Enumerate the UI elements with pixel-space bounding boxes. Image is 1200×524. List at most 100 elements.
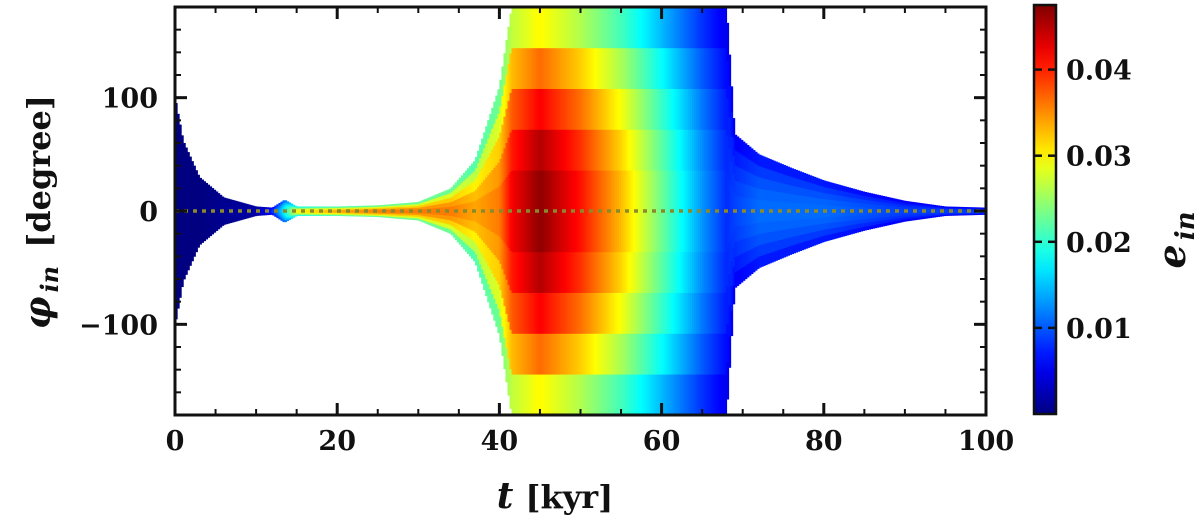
data-band-segment	[292, 204, 296, 207]
data-band-segment	[685, 333, 689, 375]
colorbar: 0.010.020.030.04	[1032, 3, 1132, 416]
data-band-segment	[290, 205, 294, 207]
data-band-segment	[554, 333, 557, 375]
data-band-segment	[805, 196, 809, 204]
data-band-segment	[923, 207, 926, 210]
data-band-segment	[894, 203, 898, 207]
data-band-segment	[243, 217, 247, 220]
data-band-segment	[527, 7, 531, 49]
data-band-segment	[734, 271, 738, 288]
data-band-segment	[659, 88, 663, 130]
data-band-segment	[584, 88, 588, 130]
data-band-segment	[418, 216, 421, 219]
data-band-segment	[349, 213, 352, 216]
data-band-segment	[714, 333, 717, 375]
data-band-segment	[612, 47, 616, 89]
data-band-segment	[227, 213, 231, 217]
data-band-segment	[560, 88, 563, 130]
data-band-segment	[304, 211, 308, 214]
data-band-segment	[769, 252, 772, 264]
data-band-segment	[183, 211, 186, 225]
data-band-segment	[286, 201, 290, 204]
data-band-segment	[961, 211, 965, 213]
data-band-segment	[596, 7, 600, 49]
data-band-segment	[544, 47, 547, 89]
data-band-segment	[604, 47, 608, 89]
data-band-segment	[698, 88, 701, 130]
data-band-segment	[312, 208, 316, 210]
data-band-segment	[359, 214, 363, 216]
data-band-segment	[777, 211, 780, 222]
data-band-segment	[862, 207, 865, 212]
data-band-segment	[245, 205, 249, 208]
data-band-segment	[185, 223, 188, 237]
data-band-segment	[250, 214, 253, 217]
data-band-segment	[373, 215, 377, 217]
data-band-segment	[586, 374, 590, 415]
data-band-segment	[489, 191, 492, 212]
data-band-segment	[840, 205, 843, 212]
data-band-segment	[801, 179, 805, 189]
data-band-segment	[850, 197, 853, 203]
data-band-segment	[452, 184, 456, 191]
data-band-segment	[272, 212, 275, 214]
data-band-segment	[837, 189, 841, 196]
data-band-segment	[888, 216, 892, 220]
data-band-segment	[700, 170, 703, 212]
data-band-segment	[856, 215, 859, 220]
data-band-segment	[748, 262, 752, 276]
data-band-segment	[393, 215, 397, 218]
data-band-segment	[444, 198, 448, 204]
data-band-segment	[874, 197, 878, 202]
data-band-segment	[902, 215, 906, 218]
data-band-segment	[769, 231, 772, 243]
data-band-segment	[489, 211, 492, 231]
data-band-segment	[679, 333, 683, 375]
data-band-segment	[231, 199, 235, 203]
data-band-segment	[466, 236, 470, 246]
data-band-segment	[383, 204, 387, 207]
data-band-segment	[314, 213, 318, 216]
data-band-segment	[578, 129, 582, 171]
data-band-segment	[347, 214, 350, 217]
data-band-segment	[714, 374, 717, 415]
data-band-segment	[408, 206, 411, 209]
data-band-segment	[675, 211, 679, 253]
data-band-segment	[314, 212, 318, 215]
data-band-segment	[614, 170, 618, 212]
data-band-segment	[398, 208, 401, 210]
data-band-segment	[967, 207, 971, 210]
data-band-segment	[704, 7, 707, 49]
data-band-segment	[466, 245, 470, 255]
data-band-segment	[732, 248, 736, 268]
data-band-segment	[400, 215, 403, 218]
data-band-segment	[827, 211, 831, 218]
data-band-segment	[598, 333, 602, 375]
data-band-segment	[848, 211, 851, 217]
data-band-segment	[568, 47, 571, 89]
data-band-segment	[570, 7, 573, 49]
data-band-segment	[758, 244, 762, 257]
data-band-segment	[943, 211, 947, 213]
data-band-segment	[527, 47, 531, 89]
data-band-segment	[677, 374, 681, 415]
data-band-segment	[566, 170, 569, 212]
data-band-segment	[562, 170, 565, 212]
data-band-segment	[756, 187, 760, 200]
data-band-segment	[805, 240, 809, 249]
data-band-segment	[509, 53, 513, 93]
data-band-segment	[201, 236, 204, 243]
data-band-segment	[558, 251, 561, 293]
data-band-segment	[898, 206, 902, 210]
data-band-segment	[831, 205, 835, 212]
data-band-segment	[572, 251, 576, 293]
data-band-segment	[235, 203, 239, 206]
data-band-segment	[809, 218, 813, 226]
data-band-segment	[527, 170, 531, 212]
data-band-segment	[945, 209, 949, 211]
data-band-segment	[805, 173, 809, 182]
data-band-segment	[941, 207, 945, 209]
data-band-segment	[608, 292, 612, 334]
data-band-segment	[775, 240, 778, 251]
data-band-segment	[831, 227, 835, 234]
